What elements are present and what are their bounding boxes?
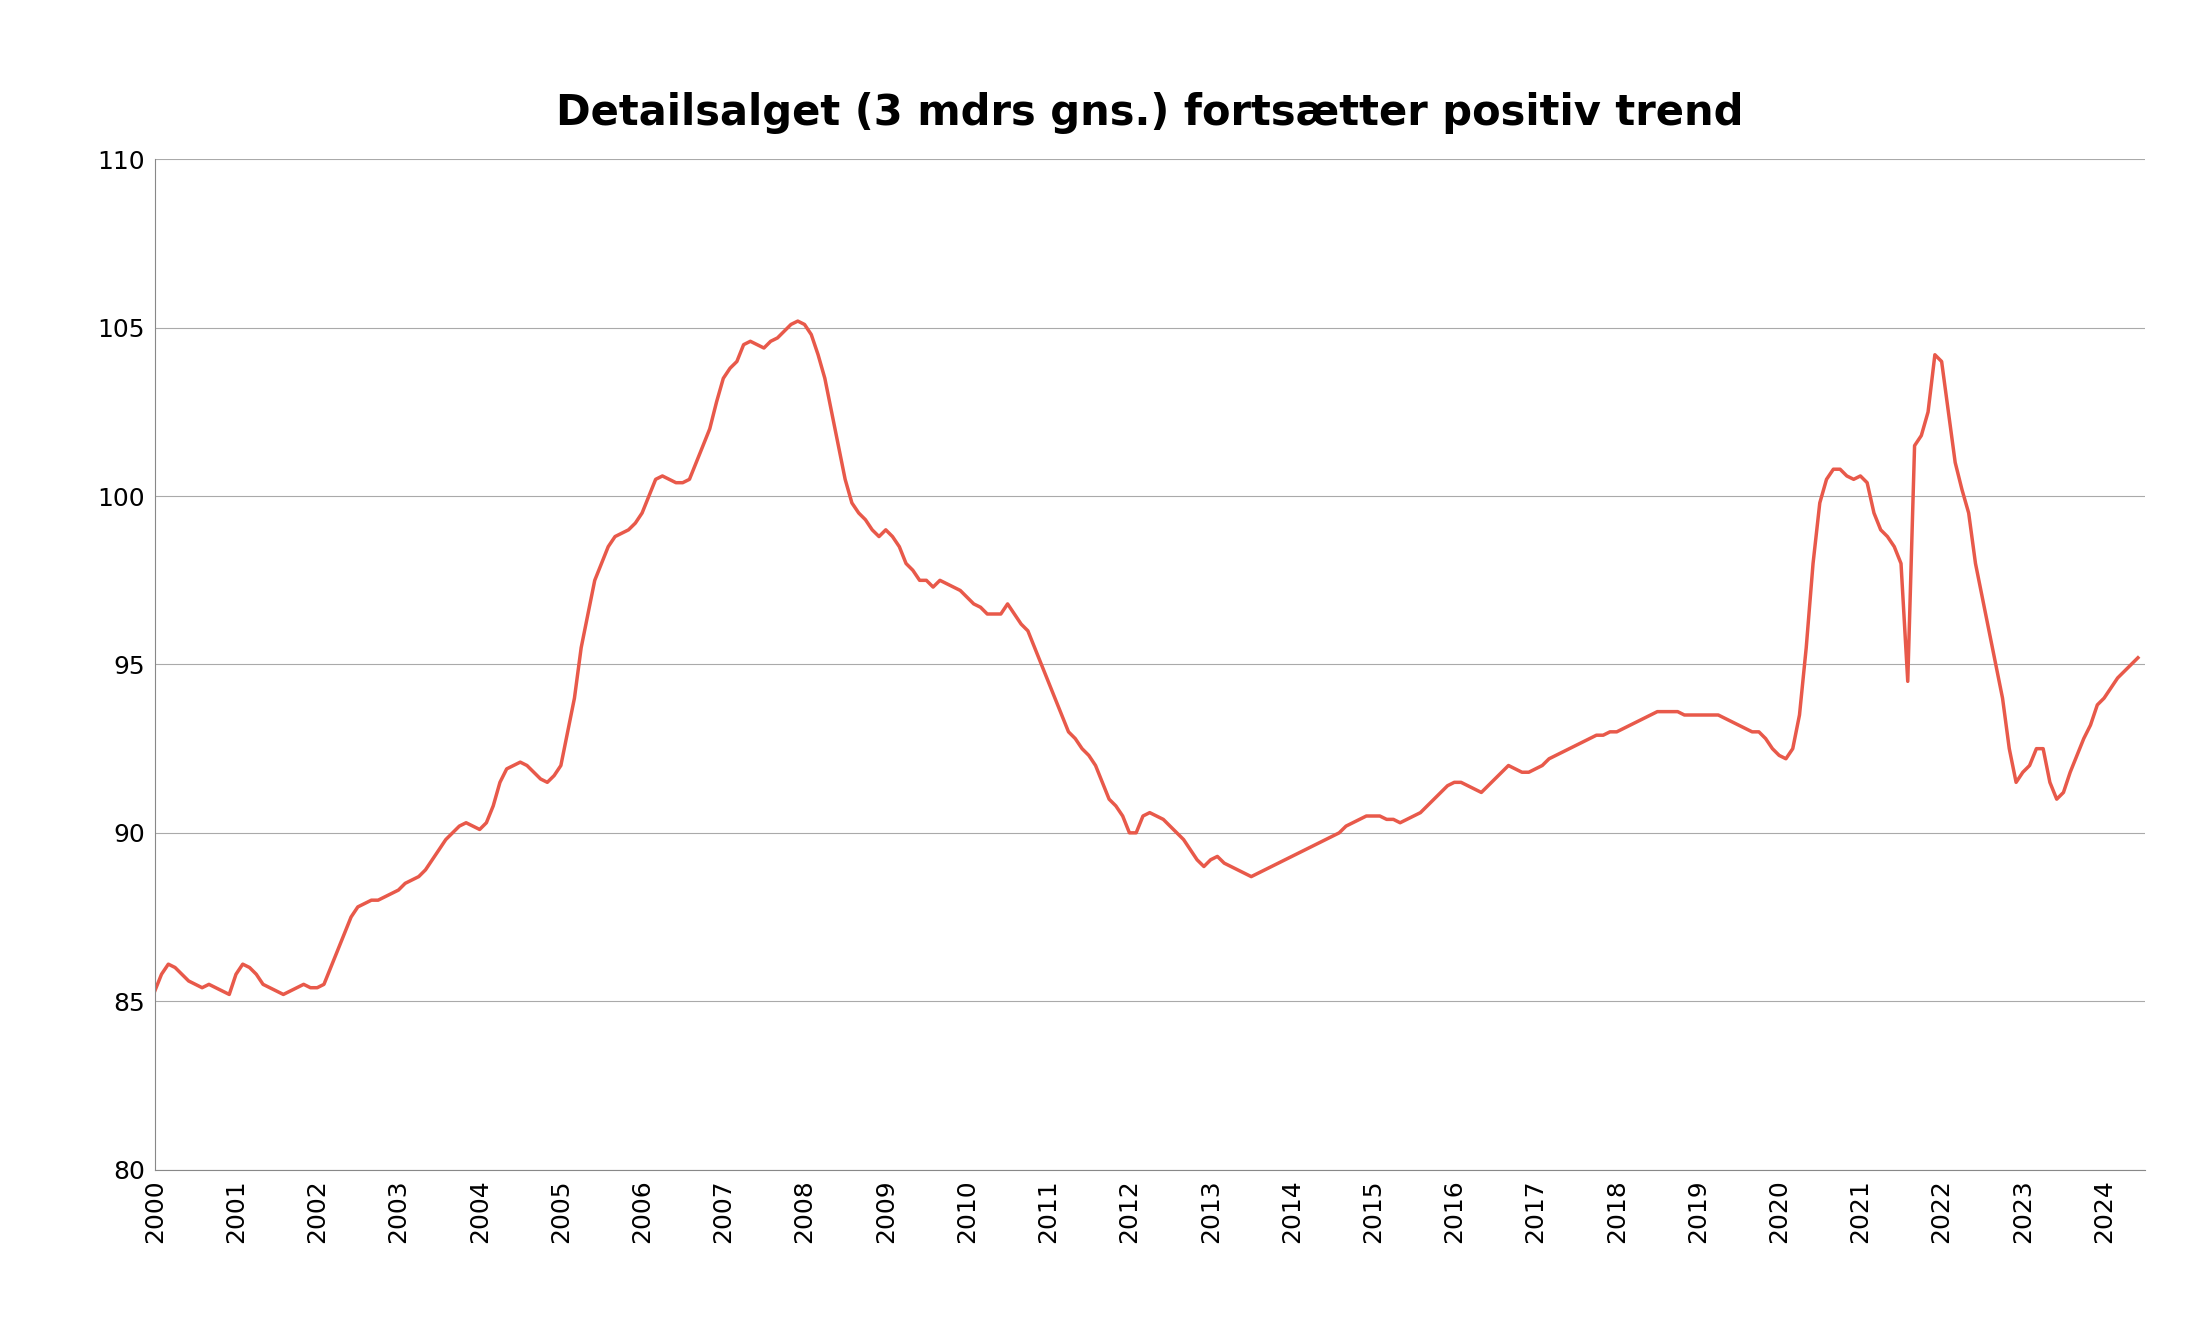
Title: Detailsalget (3 mdrs gns.) fortsætter positiv trend: Detailsalget (3 mdrs gns.) fortsætter po… <box>555 92 1744 134</box>
